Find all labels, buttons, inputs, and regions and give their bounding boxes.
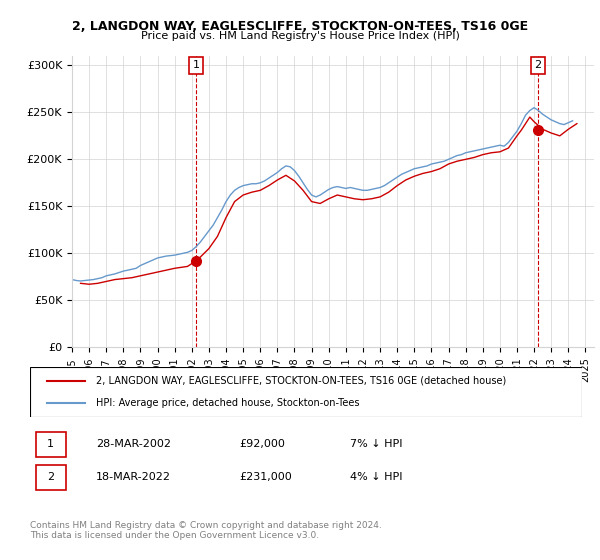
- FancyBboxPatch shape: [35, 432, 66, 457]
- Text: 18-MAR-2022: 18-MAR-2022: [96, 472, 171, 482]
- Text: £92,000: £92,000: [240, 440, 286, 450]
- Text: 1: 1: [193, 60, 199, 71]
- Text: £231,000: £231,000: [240, 472, 293, 482]
- Text: HPI: Average price, detached house, Stockton-on-Tees: HPI: Average price, detached house, Stoc…: [96, 398, 360, 408]
- FancyBboxPatch shape: [30, 367, 582, 417]
- Text: 28-MAR-2002: 28-MAR-2002: [96, 440, 171, 450]
- Text: 2, LANGDON WAY, EAGLESCLIFFE, STOCKTON-ON-TEES, TS16 0GE: 2, LANGDON WAY, EAGLESCLIFFE, STOCKTON-O…: [72, 20, 528, 32]
- FancyBboxPatch shape: [35, 465, 66, 490]
- Text: 2, LANGDON WAY, EAGLESCLIFFE, STOCKTON-ON-TEES, TS16 0GE (detached house): 2, LANGDON WAY, EAGLESCLIFFE, STOCKTON-O…: [96, 376, 506, 386]
- Text: 1: 1: [47, 440, 54, 450]
- Text: 2: 2: [47, 472, 54, 482]
- Text: 7% ↓ HPI: 7% ↓ HPI: [350, 440, 403, 450]
- Text: 4% ↓ HPI: 4% ↓ HPI: [350, 472, 403, 482]
- Text: Price paid vs. HM Land Registry's House Price Index (HPI): Price paid vs. HM Land Registry's House …: [140, 31, 460, 41]
- Text: Contains HM Land Registry data © Crown copyright and database right 2024.
This d: Contains HM Land Registry data © Crown c…: [30, 521, 382, 540]
- Text: 2: 2: [534, 60, 541, 71]
